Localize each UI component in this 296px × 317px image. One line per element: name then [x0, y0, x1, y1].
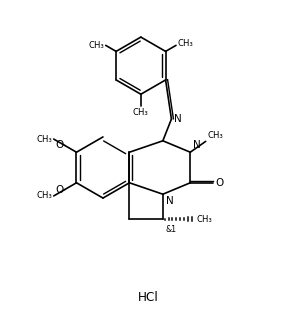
- Text: N: N: [174, 113, 181, 124]
- Text: CH₃: CH₃: [197, 215, 212, 223]
- Text: O: O: [215, 178, 224, 188]
- Text: CH₃: CH₃: [36, 191, 52, 200]
- Text: CH₃: CH₃: [133, 108, 149, 117]
- Text: N: N: [193, 140, 201, 150]
- Text: CH₃: CH₃: [207, 131, 223, 140]
- Text: &1: &1: [165, 225, 176, 234]
- Text: N: N: [166, 196, 173, 206]
- Text: O: O: [55, 184, 63, 195]
- Text: O: O: [55, 140, 63, 150]
- Text: CH₃: CH₃: [36, 135, 52, 144]
- Text: CH₃: CH₃: [89, 41, 104, 50]
- Text: HCl: HCl: [138, 291, 158, 304]
- Text: CH₃: CH₃: [177, 39, 193, 49]
